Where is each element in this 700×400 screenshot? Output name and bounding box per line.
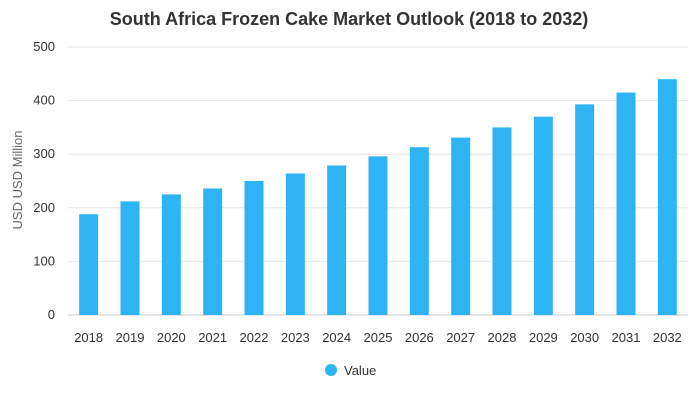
x-tick-label: 2021 — [198, 330, 227, 345]
bar-2022[interactable] — [244, 181, 264, 315]
bar-2018[interactable] — [79, 214, 99, 315]
legend-label-value: Value — [344, 363, 376, 378]
bar-2027[interactable] — [451, 137, 471, 315]
legend[interactable]: Value — [325, 363, 376, 378]
y-tick-label: 400 — [33, 93, 55, 108]
y-tick-label: 300 — [33, 146, 55, 161]
bar-2026[interactable] — [409, 147, 429, 315]
y-axis-label: USD USD Million — [10, 131, 25, 230]
bar-2019[interactable] — [120, 201, 140, 315]
bars — [79, 79, 677, 316]
y-tick-label: 100 — [33, 253, 55, 268]
x-tick-label: 2025 — [364, 330, 393, 345]
x-tick-label: 2019 — [116, 330, 145, 345]
y-axis-ticks: 0 100 200 300 400 500 — [33, 39, 55, 322]
x-tick-label: 2023 — [281, 330, 310, 345]
x-tick-label: 2020 — [157, 330, 186, 345]
x-tick-label: 2029 — [529, 330, 558, 345]
y-tick-label: 200 — [33, 200, 55, 215]
y-tick-label: 500 — [33, 39, 55, 54]
x-tick-label: 2032 — [653, 330, 682, 345]
x-tick-label: 2031 — [612, 330, 641, 345]
x-tick-label: 2027 — [446, 330, 475, 345]
bar-2021[interactable] — [203, 188, 223, 315]
bar-2024[interactable] — [327, 165, 347, 315]
x-tick-label: 2018 — [74, 330, 103, 345]
bar-2029[interactable] — [533, 116, 553, 316]
x-tick-label: 2024 — [322, 330, 351, 345]
bar-2023[interactable] — [285, 173, 305, 315]
x-tick-label: 2022 — [240, 330, 269, 345]
y-tick-label: 0 — [48, 307, 55, 322]
bar-2025[interactable] — [368, 156, 388, 315]
chart-title: South Africa Frozen Cake Market Outlook … — [110, 9, 588, 29]
bar-2020[interactable] — [161, 194, 181, 315]
legend-swatch-value — [325, 364, 337, 376]
bar-2032[interactable] — [657, 79, 677, 315]
x-tick-label: 2030 — [570, 330, 599, 345]
bar-2030[interactable] — [575, 104, 595, 316]
bar-2031[interactable] — [616, 92, 636, 315]
x-axis-ticks: 2018 2019 2020 2021 2022 2023 2024 2025 2026 2027… — [74, 330, 682, 345]
x-tick-label: 2028 — [488, 330, 517, 345]
bar-2028[interactable] — [492, 127, 512, 316]
x-tick-label: 2026 — [405, 330, 434, 345]
